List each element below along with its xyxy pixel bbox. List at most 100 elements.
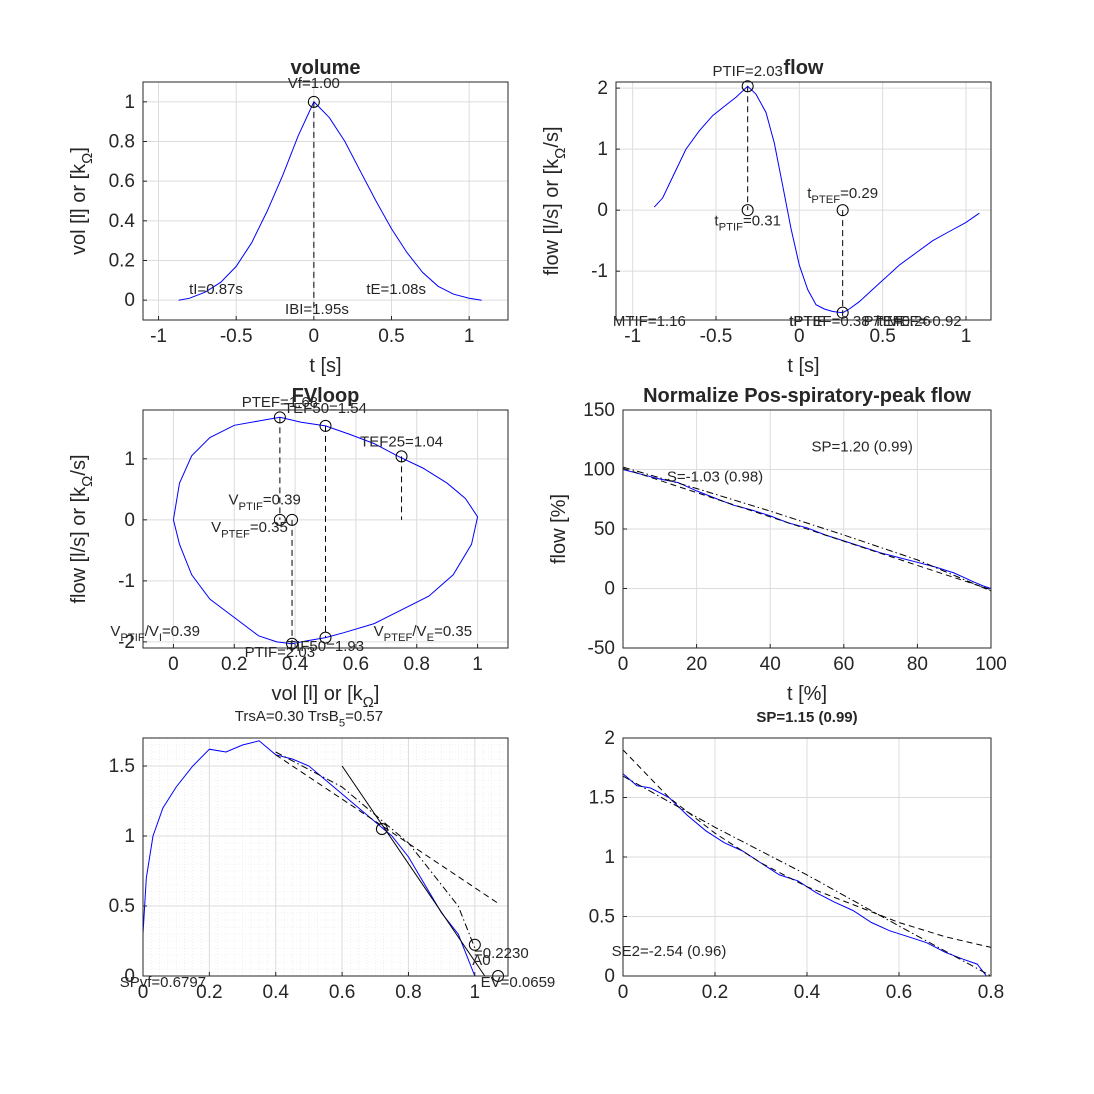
volume-xtick-label: 0 (309, 326, 320, 347)
volume-xtick-label: -0.5 (220, 326, 253, 347)
fvloop-annotation-6-part-4: =0.35 (434, 623, 472, 640)
vflow-annotation-0-part-0: TrsA=0.30 TrsB (235, 708, 339, 725)
flow-annotation-2-part-2: =0.29 (840, 185, 878, 202)
flow-annotation-1-part-0: t (714, 212, 719, 229)
normalized-ylabel: flow [%] (548, 494, 570, 564)
normalized-xtick-label: 100 (975, 654, 1007, 675)
decay-ytick-label: 0 (604, 966, 615, 987)
decay-series-1-line (622, 749, 992, 948)
decay-ytick-label: 1 (604, 847, 615, 868)
flow-ytick-label: -1 (591, 261, 608, 282)
vflow-ytick-label: 1.5 (109, 756, 135, 777)
vflow-series-3-line (275, 751, 476, 949)
fvloop-annotation-3-part-0: V (228, 492, 238, 509)
vflow-marker-2 (375, 823, 388, 835)
flow-axes-bg (616, 82, 991, 320)
flow-ylabel-part-2: /s] (541, 126, 563, 147)
decay-title: SP=1.15 (0.99) (756, 709, 857, 726)
fvloop-annotation-5-part-1: PTIF (120, 632, 145, 644)
volume-ytick-label: 0 (124, 290, 135, 311)
vflow-series-2-line (341, 765, 486, 977)
normalized-series-1-line (622, 467, 992, 591)
vflow-axes-frame (142, 737, 509, 977)
normalized-ytick-label: 0 (604, 579, 615, 600)
flow-annotation-1-part-2: =0.31 (743, 212, 781, 229)
fvloop-xlabel-part-2: ] (374, 683, 380, 705)
decay-xtick-label: 0.4 (794, 982, 821, 1003)
flow-annotation-8: PTEF (863, 313, 901, 330)
normalized-series-2-line (622, 466, 992, 592)
flow-ytick-label: 2 (597, 78, 608, 99)
fvloop-title: FVloop (292, 385, 360, 407)
flow-annotation-2: tPTEF=0.29 (807, 185, 878, 206)
flow-annotation-3: MTIF=1.16 (613, 313, 686, 330)
fvloop-annotation-8: PTIF=2.03 (245, 644, 315, 661)
volume-title: volume (290, 57, 360, 79)
flow-ytick-label: 1 (597, 139, 608, 160)
fvloop-xtick-label: 0.8 (404, 654, 430, 675)
flow-title: flow (784, 57, 824, 79)
volume-xlabel: t [s] (309, 355, 341, 377)
volume-ytick-label: 0.6 (109, 171, 135, 192)
vflow-series-1-line (275, 754, 499, 904)
fvloop-marker-5 (286, 637, 299, 650)
chart-flow: -1 -0.5 0 0.5 1 -1 0 1 2 flow t [s] flow [l/s] or [… (541, 57, 992, 377)
volume-series-0-line (178, 100, 482, 301)
volume-ylabel: vol [l] or [kΩ] (68, 147, 96, 255)
fvloop-xtick-label: 0 (168, 654, 179, 675)
volume-annotation-2: tE=1.08s (366, 281, 426, 298)
fvloop-annotation-5-part-2: /V (145, 623, 159, 640)
vflow-xtick-label: 0.4 (263, 982, 290, 1003)
fvloop-ytick-label: 1 (124, 449, 135, 470)
volume-ytick-label: 0.8 (109, 132, 135, 153)
vflow-annotation-0: TrsA=0.30 TrsB5=0.57 (235, 708, 383, 729)
flow-marker-3 (836, 306, 849, 319)
fvloop-annotation-6-part-1: PTEF (384, 632, 413, 644)
normalized-xtick-label: 0 (618, 654, 629, 675)
normalized-xlabel: t [%] (787, 683, 827, 705)
fvloop-ylabel: flow [l/s] or [kΩ/s] (68, 454, 96, 603)
flow-xtick-label: 0.5 (869, 326, 895, 347)
chart-decay: 0 0.2 0.4 0.6 0.8 0 0.5 1 1.5 2 SP=1.15 (0.99) SE2=… (589, 709, 1005, 1003)
vflow-ytick-label: 1 (124, 826, 135, 847)
decay-series-2-line (622, 775, 992, 977)
volume-ytick-label: 0.2 (109, 251, 135, 272)
volume-ylabel-part-0: vol [l] or [k (68, 163, 90, 255)
vflow-xtick-label: 1 (470, 982, 481, 1003)
fvloop-annotation-6-part-0: V (374, 623, 384, 640)
normalized-annotation-0: S=-1.03 (0.98) (667, 468, 763, 485)
vflow-xtick-label: 0.2 (196, 982, 222, 1003)
flow-ylabel-part-1: Ω (552, 148, 569, 159)
fvloop-xtick-label: 0.6 (343, 654, 369, 675)
fvloop-series-0-line (172, 416, 479, 645)
decay-xtick-label: 0.8 (978, 982, 1004, 1003)
fvloop-annotation-5-part-4: =0.39 (162, 623, 200, 640)
fvloop-xtick-label: 1 (472, 654, 483, 675)
fvloop-annotation-5-part-0: V (110, 623, 120, 640)
vflow-annotation-3: A0 (472, 952, 490, 969)
flow-annotation-0: PTIF=2.03 (712, 63, 782, 80)
flow-annotation-7: /tE=0.26 (875, 313, 931, 330)
volume-ytick-label: 1 (124, 92, 135, 113)
fvloop-annotation-4-part-0: V (211, 519, 221, 536)
decay-xtick-label: 0.6 (886, 982, 912, 1003)
volume-ytick-label: 0.4 (109, 211, 136, 232)
volume-ylabel-part-1: Ω (79, 153, 96, 164)
fvloop-annotation-3-part-2: =0.39 (263, 492, 301, 509)
flow-xtick-label: -0.5 (700, 326, 733, 347)
flow-annotation-1-part-1: PTIF (719, 222, 744, 234)
fvloop-annotation-3: VPTIF=0.39 (228, 492, 300, 513)
flow-xtick-label: 1 (961, 326, 972, 347)
volume-axes-bg (143, 82, 508, 320)
fvloop-annotation-0: PTEF=1.68 (242, 394, 318, 411)
fvloop-xlabel-part-0: vol [l] or [k (272, 683, 364, 705)
normalized-ytick-label: 100 (583, 460, 615, 481)
vflow-xtick-label: 0.6 (329, 982, 355, 1003)
flow-annotation-2-part-1: PTEF (811, 194, 840, 206)
decay-ytick-label: 2 (604, 728, 615, 749)
decay-annotation-0: SE2=-2.54 (0.96) (612, 943, 727, 960)
flow-xtick-label: 0 (794, 326, 805, 347)
vflow-annotation-0-part-2: =0.57 (345, 708, 383, 725)
